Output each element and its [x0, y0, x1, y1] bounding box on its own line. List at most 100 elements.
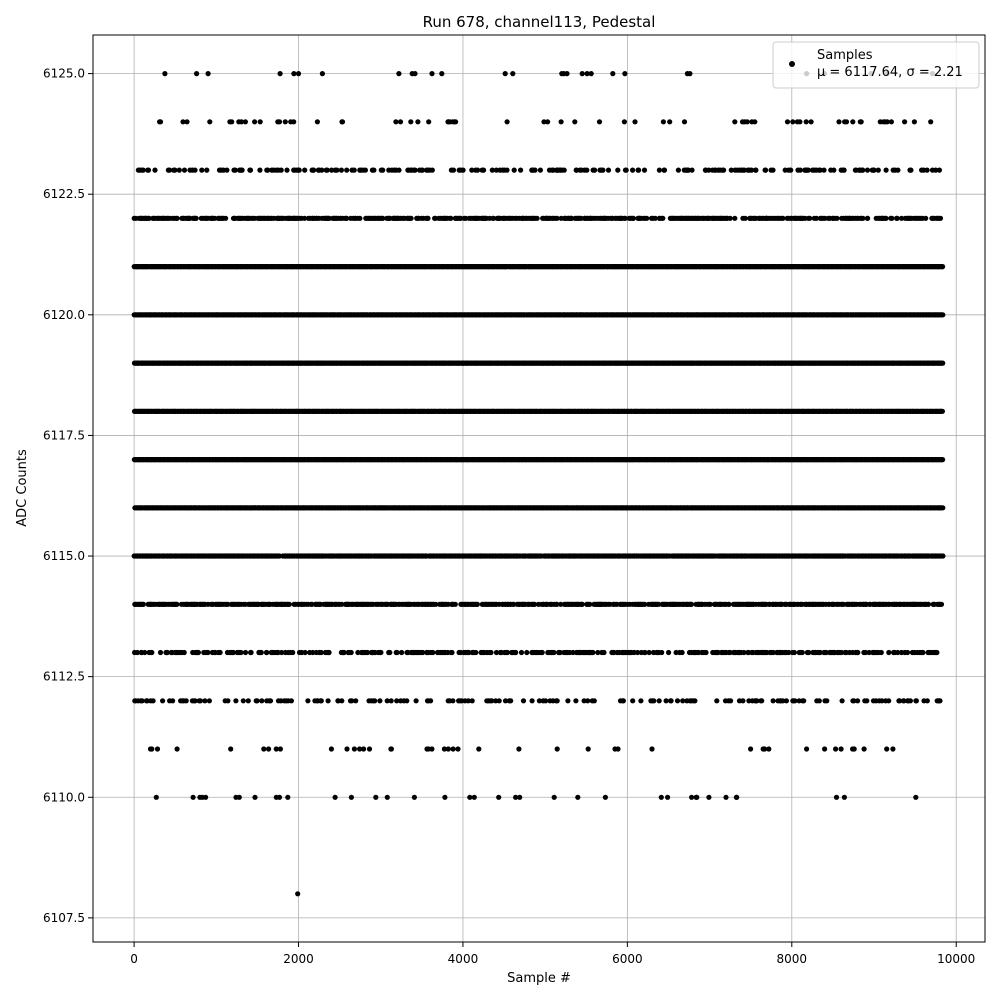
data-point	[277, 71, 283, 77]
data-point	[911, 119, 918, 125]
data-point	[933, 167, 939, 173]
data-point	[291, 71, 297, 77]
data-point	[380, 167, 386, 173]
data-point	[641, 167, 648, 173]
data-point	[338, 167, 344, 173]
data-point	[895, 167, 901, 173]
data-point	[732, 119, 738, 125]
data-point	[460, 167, 466, 173]
data-point	[667, 119, 673, 125]
data-point	[864, 167, 871, 173]
data-point	[537, 167, 544, 173]
data-point	[808, 119, 814, 125]
data-point	[685, 167, 691, 173]
data-point	[380, 215, 386, 221]
data-point	[936, 167, 943, 173]
data-point	[412, 167, 418, 173]
data-point	[229, 119, 235, 125]
chart-title: Run 678, channel113, Pedestal	[423, 13, 656, 31]
data-point	[884, 119, 890, 125]
data-point	[834, 215, 840, 221]
data-point	[396, 167, 402, 173]
data-point	[257, 119, 263, 125]
data-point	[493, 167, 499, 173]
data-point	[554, 215, 560, 221]
data-point	[458, 215, 464, 221]
data-point	[584, 167, 590, 173]
data-point	[615, 167, 621, 173]
data-point	[224, 167, 230, 173]
data-point	[397, 119, 404, 125]
data-point	[937, 215, 944, 221]
data-point	[940, 264, 946, 270]
data-point	[339, 119, 346, 125]
data-point	[162, 71, 168, 77]
data-point	[632, 119, 638, 125]
data-point	[204, 167, 210, 173]
data-point	[319, 167, 325, 173]
data-point	[314, 119, 320, 125]
data-point	[291, 119, 297, 125]
data-point	[813, 215, 820, 221]
data-point	[239, 167, 245, 173]
data-point	[490, 215, 496, 221]
data-point	[145, 167, 152, 173]
data-point	[146, 215, 152, 221]
data-point	[721, 167, 727, 173]
data-point	[742, 215, 748, 221]
data-point	[172, 167, 178, 173]
data-point	[426, 119, 432, 125]
data-point	[689, 167, 695, 173]
data-point	[518, 167, 524, 173]
data-point	[502, 71, 508, 77]
data-point	[278, 167, 284, 173]
data-point	[481, 167, 487, 173]
data-point	[545, 119, 551, 125]
data-point	[510, 71, 516, 77]
data-point	[329, 167, 335, 173]
data-point	[805, 167, 811, 173]
data-point	[408, 119, 414, 125]
data-point	[334, 167, 340, 173]
data-point	[728, 167, 734, 173]
data-point	[415, 119, 421, 125]
data-point	[429, 167, 435, 173]
data-point	[741, 167, 747, 173]
data-point	[923, 215, 929, 221]
data-point	[871, 167, 877, 173]
data-point	[636, 167, 642, 173]
data-point	[661, 167, 668, 173]
data-point	[770, 167, 776, 173]
data-point	[265, 167, 271, 173]
data-point	[875, 167, 881, 173]
data-point	[408, 215, 414, 221]
data-point	[193, 215, 199, 221]
data-point	[784, 119, 791, 125]
data-point	[296, 167, 302, 173]
data-point	[184, 119, 190, 125]
data-point	[621, 119, 628, 125]
data-point	[843, 119, 850, 125]
data-point	[644, 215, 650, 221]
data-point	[939, 408, 946, 414]
data-point	[511, 167, 517, 173]
data-point	[902, 119, 908, 125]
data-point	[344, 215, 350, 221]
data-point	[311, 167, 317, 173]
data-point	[448, 215, 454, 221]
data-point	[532, 167, 538, 173]
data-point	[753, 167, 759, 173]
data-point	[207, 119, 213, 125]
data-point	[393, 119, 399, 125]
data-point	[817, 167, 823, 173]
data-point	[396, 71, 402, 77]
data-point	[504, 119, 510, 125]
data-point	[865, 215, 871, 221]
data-point	[592, 167, 598, 173]
data-point	[928, 119, 934, 125]
data-point	[652, 215, 658, 221]
data-point	[899, 215, 905, 221]
data-point	[450, 167, 457, 173]
data-point	[419, 167, 425, 173]
